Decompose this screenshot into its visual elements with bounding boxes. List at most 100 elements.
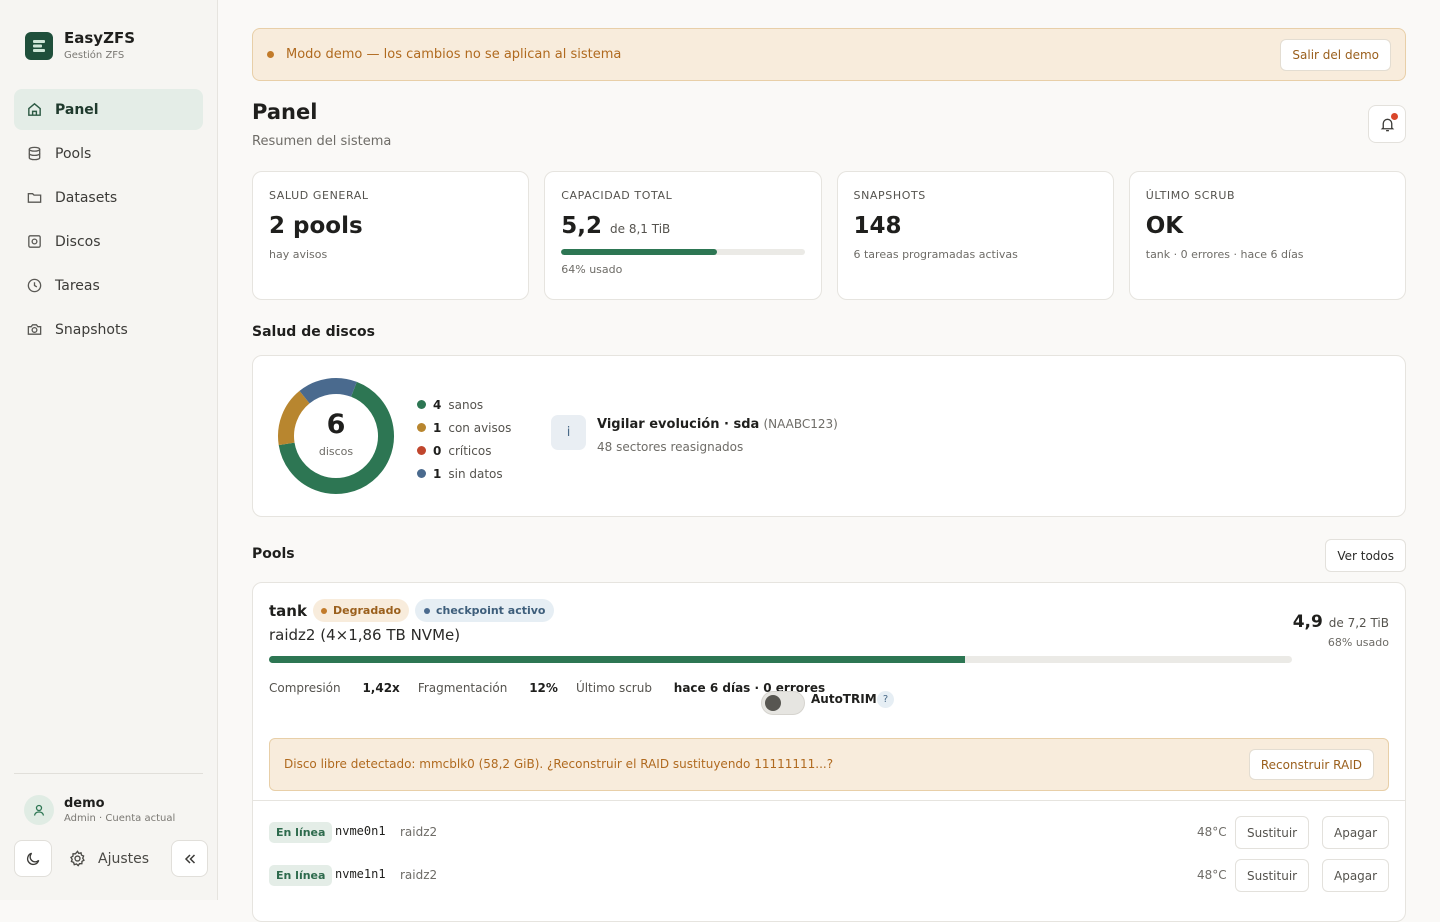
disk-alert-heading: Vigilar evolución · sda [597,417,760,432]
sidebar-item-discos[interactable]: Discos [14,221,203,262]
gear-icon [70,850,85,867]
database-icon [28,146,41,161]
disk-alert-title[interactable]: Vigilar evolución · sda (NAABC123) [597,417,838,432]
card-sub: tank · 0 errores · hace 6 días [1145,248,1304,261]
sidebar-item-label: Tareas [55,277,100,294]
card-sub: 64% usado [561,263,623,276]
sidebar-item-tareas[interactable]: Tareas [14,265,203,306]
legend-item: 1 con avisos [417,416,511,439]
status-badge-label: Degradado [333,604,402,617]
sidebar-nav: Panel Pools Datasets Discos Tareas Snaps… [14,89,203,353]
disk-temperature: 48°C [1197,825,1227,839]
view-all-pools-button[interactable]: Ver todos [1325,539,1406,572]
card-capacity[interactable]: CAPACIDAD TOTAL 5,2 de 8,1 TiB 64% usado [544,171,822,300]
capacity-bar-fill [561,249,717,255]
autotrim-toggle[interactable] [761,691,805,715]
legend-dot [417,446,426,455]
card-health[interactable]: SALUD GENERAL 2 pools hay avisos [252,171,530,300]
notifications-button[interactable] [1368,105,1406,143]
donut-segment-sanos [278,381,394,494]
disk-alert-detail: 48 sectores reasignados [597,440,744,454]
pool-card: tank Degradado checkpoint activo raidz2 … [252,582,1406,922]
legend-label: sin datos [448,466,503,481]
exit-demo-button[interactable]: Salir del demo [1280,39,1391,71]
legend-count: 0 [433,443,442,458]
user-name: demo [64,796,105,811]
stat-label: Compresión [269,681,341,695]
collapse-sidebar-button[interactable] [171,840,208,877]
legend-label: críticos [448,443,492,458]
capacity-bar [561,249,805,255]
card-sub: 6 tareas programadas activas [853,248,1018,261]
sidebar-footer: demo Admin · Cuenta actual Ajustes [14,773,208,877]
capacity-used: 5,2 [561,213,602,239]
stat-value: 12% [529,681,558,695]
disk-health-title: Salud de discos [252,324,375,340]
card-label: ÚLTIMO SCRUB [1145,189,1236,202]
notification-dot [1391,113,1398,120]
card-snapshots[interactable]: SNAPSHOTS 148 6 tareas programadas activ… [836,171,1114,300]
brand[interactable]: EasyZFS Gestión ZFS [25,29,135,61]
disk-icon [28,235,41,248]
demo-banner-text: Modo demo — los cambios no se aplican al… [286,47,622,62]
help-icon[interactable]: ? [877,691,894,708]
pool-used: 4,9 [1292,612,1323,632]
disk-health-donut [278,378,394,494]
legend-count: 1 [433,466,442,481]
summary-cards: SALUD GENERAL 2 pools hay avisos CAPACID… [252,171,1406,300]
user-avatar-icon [24,795,54,825]
stat-label: Fragmentación [417,681,508,695]
bell-icon [1380,118,1394,131]
moon-icon [26,852,39,866]
sidebar-item-label: Pools [55,145,92,162]
poweroff-disk-button[interactable]: Apagar [1322,859,1390,892]
sidebar-item-label: Panel [55,101,99,118]
sidebar-item-snapshots[interactable]: Snapshots [14,309,203,350]
pool-capacity: 4,9 de 7,2 TiB [1293,612,1389,632]
replace-disk-button[interactable]: Sustituir [1235,816,1310,849]
pool-total: de 7,2 TiB [1328,616,1389,630]
checkpoint-badge: checkpoint activo [415,599,555,622]
settings-button[interactable]: Ajustes [68,840,149,877]
card-value: 2 pools [269,213,363,239]
donut-segment-con-avisos [278,390,310,446]
autotrim-label: AutoTRIM [811,692,877,706]
app-subtitle: Gestión ZFS [64,50,125,61]
fragmentation-stat: Fragmentación 12% [418,681,558,695]
replace-disk-button[interactable]: Sustituir [1235,859,1310,892]
card-value: 148 [853,213,902,239]
pool-stats: Compresión 1,42x Fragmentación 12% Últim… [269,681,843,695]
disk-total-label: discos [318,445,354,458]
pool-layout: raidz2 (4×1,86 TB NVMe) [269,626,461,644]
disk-device: nvme0n1 [335,824,386,838]
legend-dot [417,400,426,409]
warning-dot-icon [267,51,274,58]
card-sub: hay avisos [269,248,328,261]
page-title: Panel [252,100,318,124]
legend-item: 4 sanos [417,393,511,416]
legend-dot [417,423,426,432]
sidebar-item-datasets[interactable]: Datasets [14,177,203,218]
free-disk-notice: Disco libre detectado: mmcblk0 (58,2 GiB… [269,738,1389,791]
camera-icon [27,324,42,335]
sidebar-item-label: Datasets [55,189,118,206]
theme-toggle-button[interactable] [14,840,52,877]
main-content: Modo demo — los cambios no se aplican al… [252,28,1406,922]
card-scrub[interactable]: ÚLTIMO SCRUB OK tank · 0 errores · hace … [1128,171,1406,300]
sidebar-item-pools[interactable]: Pools [14,133,203,174]
stat-label: Último scrub [575,681,652,695]
disk-health-legend: 4 sanos 1 con avisos 0 críticos 1 sin datos [417,393,511,485]
chevrons-left-icon [184,853,195,864]
sidebar-item-panel[interactable]: Panel [14,89,203,130]
pool-name[interactable]: tank [269,602,307,620]
user-profile[interactable]: demo Admin · Cuenta actual [24,795,175,825]
legend-count: 1 [433,420,442,435]
settings-label: Ajustes [98,850,150,867]
disk-device: nvme1n1 [335,867,386,881]
status-badge: Degradado [313,599,410,622]
rebuild-raid-button[interactable]: Reconstruir RAID [1248,749,1374,780]
stat-value: hace 6 días · 0 errores [673,681,826,695]
capacity-total: de 8,1 TiB [610,222,671,236]
legend-dot [417,469,426,478]
poweroff-disk-button[interactable]: Apagar [1322,816,1390,849]
